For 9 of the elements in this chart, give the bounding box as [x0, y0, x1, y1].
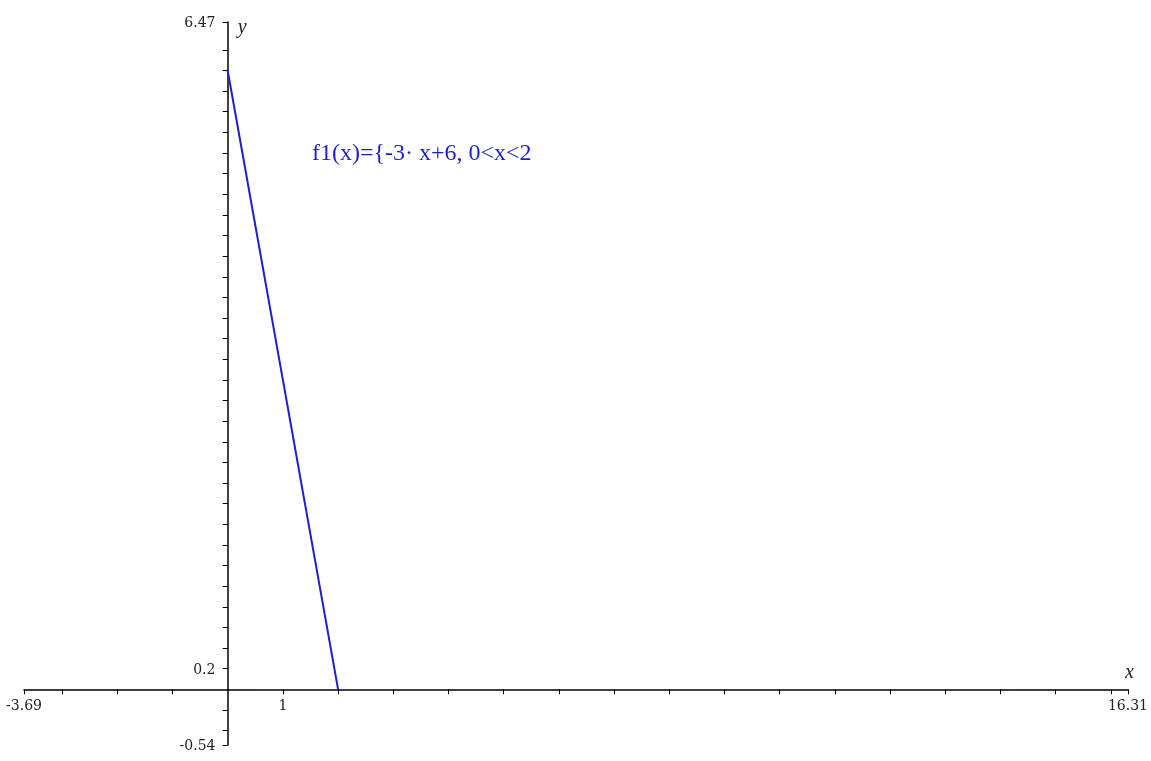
x-tick-label: 16.31: [1107, 696, 1149, 713]
x-axis-title: x: [1124, 660, 1135, 683]
y-axis-title: y: [235, 15, 247, 38]
y-tick-label: 0.2: [193, 660, 216, 677]
x-tick-label: -3.69: [6, 696, 42, 713]
x-tick-label: 1: [278, 696, 288, 713]
annotation: f1(x)={-3· x+6, 0<x<2: [312, 139, 532, 165]
y-tick-label: 6.47: [184, 14, 216, 30]
y-tick-label: -0.54: [179, 737, 216, 753]
